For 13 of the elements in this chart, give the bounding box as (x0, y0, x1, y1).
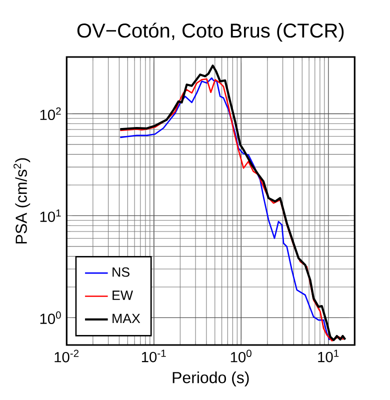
legend-label: NS (112, 267, 130, 277)
y-tick-label: 10$^{1}$ (40, 209, 61, 222)
x-tick-label: 10$^{1}$ (318, 350, 339, 362)
x-tick-label: 10$^{0}$ (230, 350, 252, 362)
chart-title: OV−Cotón, Coto Brus (CTCR) (77, 22, 344, 42)
x-tick-label: 10$^{-1}$ (142, 350, 166, 362)
legend-label: EW (112, 290, 133, 300)
x-axis-title: Periodo (s) (172, 371, 249, 386)
y-axis-title: PSA (cm/s$^{2}$) (14, 158, 30, 244)
x-tick-label: 10$^{-2}$ (54, 350, 79, 362)
y-tick-label: 10$^{2}$ (40, 107, 61, 120)
legend-label: MAX (112, 314, 140, 324)
y-tick-label: 10$^{0}$ (40, 311, 61, 324)
